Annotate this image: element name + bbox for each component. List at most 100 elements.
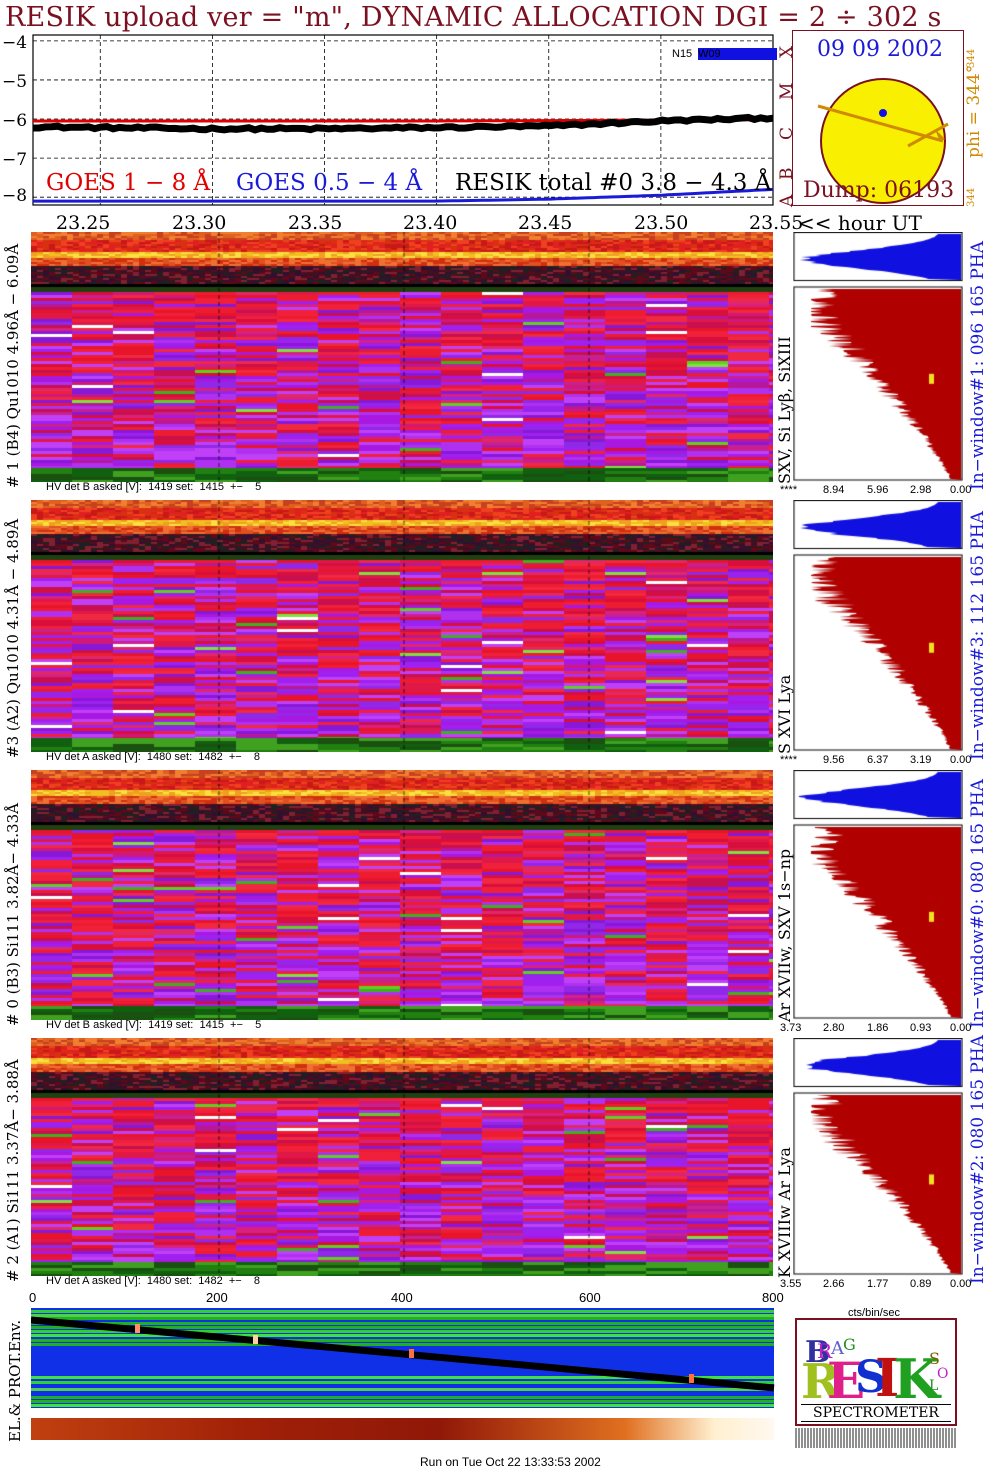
lightcurve-ytick: −5 [2,72,28,92]
bottom-tick: 400 [391,1290,413,1305]
lightcurve-chart [32,34,774,206]
pha-scale-tick: 0.00 [950,484,972,496]
time-tick: 23.35 [288,212,343,234]
env-band [31,1330,774,1333]
logo-fineprint [795,1428,957,1448]
channel-line-label: K XVIIIw Ar Lya [775,1147,794,1278]
channel-left-label: # 0 (B3) Si111 3.82Å− 4.33Å [4,803,22,1026]
pha-histogram [793,770,963,1020]
sun-disk-diagram [817,78,949,204]
env-marker [689,1374,694,1383]
hv-readout: HV det A asked [V]: 1480 set: 1482 +− 8 [46,751,261,763]
env-marker [409,1349,414,1358]
spectrogram-image [31,1038,773,1276]
channel-panel: HV det A asked [V]: 1480 set: 1482 +− 8 #… [0,498,1004,768]
svg-text:S: S [929,1349,940,1368]
channel-panel: HV det A asked [V]: 1480 set: 1482 +− 8 #… [0,1035,1004,1292]
svg-text:S: S [855,1352,887,1400]
time-tick: 23.45 [518,212,573,234]
pha-histogram [793,500,963,752]
pha-scale-tick: 0.00 [950,1022,972,1034]
pha-scale-tick: 3.19 [910,754,932,766]
lightcurve-series-line [33,187,774,203]
phi-label: phi = 344° [964,64,984,158]
sun-date: 09 09 2002 [817,37,943,62]
lightcurve-panel: −4 −5 −6 −7 −8 GOES 1 − 8 Å GOES 0.5 − 4… [0,30,797,210]
phi-small-bottom: 344 [966,187,977,207]
legend-resik-total: RESIK total #0 3.8 − 4.3 Å [455,170,772,196]
svg-text:O: O [937,1366,948,1382]
env-gradient-bar [31,1418,774,1440]
svg-text:I: I [875,1348,899,1400]
svg-text:A: A [830,1338,845,1359]
lightcurve-ytick: −6 [2,111,28,131]
pha-scale-tick: 0.00 [950,754,972,766]
pha-scale: **** 9.56 6.37 3.19 0.00 [780,754,972,768]
spectrogram-image [31,232,773,482]
svg-text:L: L [929,1378,938,1394]
env-band [31,1396,774,1399]
pha-scale-tick: 2.80 [823,1022,845,1034]
pha-histogram [793,1038,963,1276]
env-band [31,1339,774,1342]
pha-unit-label: cts/bin/sec [848,1307,900,1319]
location-lon: W09 [698,48,777,60]
sun-phi-arrow [907,122,949,148]
env-band [31,1376,774,1379]
pha-scale-tick: 2.66 [823,1278,845,1290]
time-tick: 23.30 [172,212,227,234]
env-band [31,1322,774,1325]
env-band [31,1388,774,1391]
bottom-tick: 600 [579,1290,601,1305]
logo-graphic: B R A G R E S I K S O L [801,1335,948,1400]
svg-text:E: E [827,1351,865,1400]
pha-scale-tick: **** [780,754,798,766]
spectrogram-image [31,500,773,752]
pha-scale-tick: 1.86 [867,1022,889,1034]
location-lat: N15 [672,48,693,60]
pha-scale-tick: 0.00 [950,1278,972,1290]
hv-readout: HV det A asked [V]: 1480 set: 1482 +− 8 [46,1275,261,1287]
resik-logo: B R A G R E S I K S O L SPECTROMETER [795,1318,957,1426]
lightcurve-ytick: −7 [2,150,28,170]
svg-text:B: B [805,1335,830,1370]
env-track-line [31,1316,775,1392]
env-band [31,1310,774,1313]
env-band [31,1314,774,1317]
time-tick: 23.50 [634,212,689,234]
pha-scale: 3.73 2.80 1.86 0.93 0.00 [780,1022,972,1036]
active-region-marker [879,109,887,117]
bottom-axis: 0 200 400 600 800 [0,1290,800,1306]
channel-line-label: SXV, Si Lyβ, SiXIII [775,336,794,484]
phi-small-top: 344 [966,48,977,68]
pha-scale-tick: 8.94 [823,484,845,496]
env-marker [253,1335,258,1344]
legend-goes-long: GOES 1 − 8 Å [46,170,211,196]
pha-scale-tick: 0.93 [910,1022,932,1034]
bottom-tick: 800 [762,1290,784,1305]
pha-scale-tick: 3.55 [780,1278,802,1290]
channel-left-label: # 1 (B4) Qu1010 4.96Å − 6.09Å [4,243,22,488]
channel-left-label: # 2 (A1) Si111 3.37Å− 3.88Å [4,1059,22,1282]
channel-right-label: In−window#3: 112 165 PHA [968,511,988,760]
lightcurve-series-line [33,113,774,134]
sun-arrow-head [935,129,945,142]
pha-scale-tick: 9.56 [823,754,845,766]
sun-panel: 09 09 2002 Dump: 06193 [792,30,964,206]
page-title: RESIK upload ver = "m", DYNAMIC ALLOCATI… [5,2,942,33]
svg-text:R: R [801,1354,842,1400]
hv-readout: HV det B asked [V]: 1419 set: 1415 +− 5 [46,1019,262,1031]
pha-scale-tick: 6.37 [867,754,889,766]
time-tick: 23.55 [749,212,804,234]
bottom-tick: 0 [29,1290,37,1305]
pha-scale-tick: 2.98 [910,484,932,496]
channel-panel: HV det B asked [V]: 1419 set: 1415 +− 5 #… [0,230,1004,498]
pha-scale-tick: 5.96 [867,484,889,496]
location-box: N15 W09 [670,45,777,65]
channel-line-label: Ar XVIIw, SXV 1s−np [775,848,794,1022]
sun-disk [820,78,946,204]
pha-scale: 3.55 2.66 1.77 0.89 0.00 [780,1278,972,1292]
env-band [31,1334,774,1337]
svg-text:R: R [817,1339,833,1363]
time-tick: 23.25 [56,212,111,234]
